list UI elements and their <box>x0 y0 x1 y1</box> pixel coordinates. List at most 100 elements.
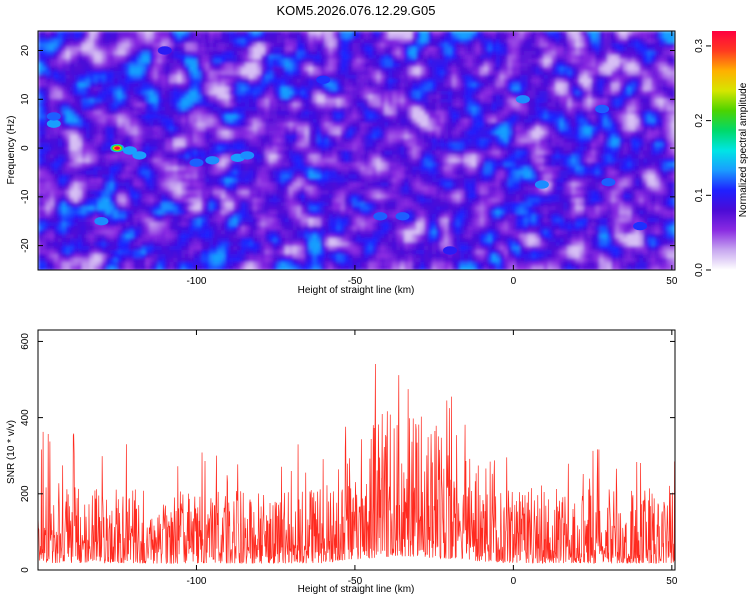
heatmap-cell <box>225 42 230 48</box>
heatmap-cell <box>280 102 286 108</box>
heatmap-cell <box>475 130 481 136</box>
heatmap-cell <box>535 138 541 144</box>
heatmap-cell <box>615 31 620 36</box>
heatmap-cell <box>348 54 354 60</box>
heatmap-cell <box>241 110 246 116</box>
heatmap-cell <box>460 126 465 132</box>
heatmap-cell <box>479 34 485 40</box>
heatmap-cell <box>619 78 624 84</box>
heatmap-cell <box>105 142 111 148</box>
heatmap-cell <box>639 82 644 88</box>
heatmap-cell <box>153 50 159 56</box>
heatmap-cell <box>225 34 230 40</box>
heatmap-cell <box>511 90 517 96</box>
heatmap-cell <box>237 34 242 40</box>
heatmap-cell <box>181 126 186 132</box>
heatmap-cell <box>193 90 198 96</box>
heatmap-cell <box>45 110 51 116</box>
heatmap-cell <box>352 94 358 100</box>
heatmap-cell <box>364 70 370 76</box>
heatmap-cell <box>515 34 521 40</box>
heatmap-cell <box>201 66 206 72</box>
heatmap-cell <box>181 94 186 100</box>
heatmap-cell <box>479 90 485 96</box>
heatmap-cell <box>463 126 469 132</box>
heatmap-cell <box>312 126 318 132</box>
heatmap-cell <box>428 134 433 140</box>
heatmap-cell <box>181 98 186 104</box>
heatmap-cell <box>308 70 314 76</box>
heatmap-cell <box>519 58 525 64</box>
heatmap-cell <box>105 66 111 72</box>
heatmap-cell <box>547 98 553 104</box>
heatmap-cell <box>296 66 302 72</box>
heatmap-cell <box>404 122 409 128</box>
heatmap-cell <box>471 142 477 148</box>
heatmap-cell <box>551 130 557 136</box>
heatmap-cell <box>519 126 525 132</box>
heatmap-cell <box>225 110 230 116</box>
heatmap-cell <box>85 66 91 72</box>
heatmap-cell <box>328 122 334 128</box>
heatmap-cell <box>41 130 47 136</box>
heatmap-cell <box>475 58 481 64</box>
heatmap-cell <box>571 34 577 40</box>
heatmap-cell <box>507 46 513 52</box>
heatmap-cell <box>38 62 43 68</box>
heatmap-cell <box>280 38 286 44</box>
heatmap-cell <box>197 114 202 120</box>
heatmap-cell <box>105 58 111 64</box>
heatmap-cell <box>348 58 354 64</box>
heatmap-cell <box>495 126 501 132</box>
heatmap-cell <box>121 78 127 84</box>
heatmap-cell <box>591 50 596 56</box>
heatmap-cell <box>491 114 497 120</box>
heatmap-cell <box>296 50 302 56</box>
heatmap-cell <box>304 122 310 128</box>
heatmap-cell <box>479 142 485 148</box>
heatmap-cell <box>336 50 342 56</box>
heatmap-cell <box>555 70 561 76</box>
heatmap-cell <box>85 46 91 52</box>
heatmap-cell <box>53 58 59 64</box>
heatmap-cell <box>408 102 413 108</box>
heatmap-cell <box>376 58 381 64</box>
heatmap-cell <box>252 146 258 152</box>
heatmap-cell <box>460 86 465 92</box>
heatmap-cell <box>252 134 258 140</box>
heatmap-cell <box>503 86 509 92</box>
heatmap-cell <box>655 78 660 84</box>
heatmap-cell <box>400 34 405 40</box>
heatmap-cell <box>491 38 497 44</box>
heatmap-cell <box>213 38 218 44</box>
heatmap-cell <box>471 90 477 96</box>
heatmap-cell <box>280 78 286 84</box>
heatmap-cell <box>165 90 170 96</box>
heatmap-cell <box>77 146 83 152</box>
heatmap-cell <box>384 58 389 64</box>
heatmap-cell <box>643 94 648 100</box>
heatmap-cell <box>627 82 632 88</box>
heatmap-cell <box>543 150 549 156</box>
heatmap-cell <box>121 150 127 156</box>
heatmap-cell <box>45 118 51 124</box>
heatmap-cell <box>229 31 234 36</box>
heatmap-cell <box>288 38 294 44</box>
heatmap-cell <box>49 50 55 56</box>
heatmap-cell <box>611 102 616 108</box>
heatmap-cell <box>659 150 664 156</box>
heatmap-cell <box>256 150 262 156</box>
heatmap-cell <box>340 110 346 116</box>
heatmap-cell <box>619 66 624 72</box>
heatmap-cell <box>73 130 79 136</box>
heatmap-cell <box>312 86 318 92</box>
heatmap-cell <box>376 31 381 36</box>
heatmap-cell <box>61 118 67 124</box>
heatmap-cell <box>663 74 668 80</box>
heatmap-cell <box>284 130 290 136</box>
heatmap-cell <box>428 146 433 152</box>
heatmap-cell <box>117 126 123 132</box>
heatmap-cell <box>635 31 640 36</box>
heatmap-cell <box>260 110 266 116</box>
heatmap-cell <box>575 90 581 96</box>
